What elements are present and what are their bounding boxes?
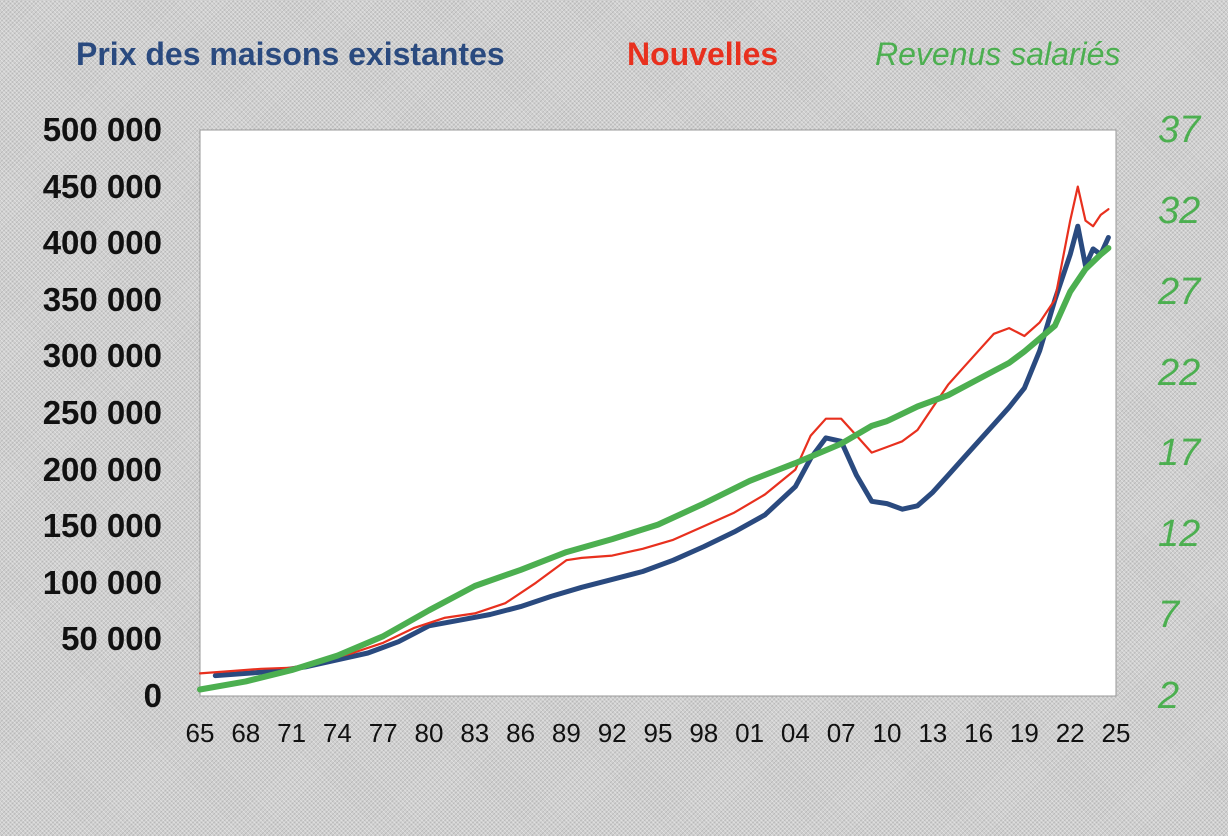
x-tick-label: 65 — [185, 718, 215, 748]
series-line-new-houses — [198, 185, 1110, 675]
x-tick-label: 74 — [322, 718, 352, 748]
x-tick-label: 07 — [826, 718, 856, 748]
series-lines — [197, 185, 1112, 693]
y-left-tick-label: 350 000 — [42, 280, 162, 318]
x-tick-label: 71 — [277, 718, 307, 748]
legend-existing-houses: Prix des maisons existantes — [76, 36, 505, 72]
x-tick-label: 92 — [597, 718, 627, 748]
x-tick-label: 77 — [368, 718, 398, 748]
x-tick-label: 80 — [414, 718, 444, 748]
x-tick-label: 83 — [460, 718, 490, 748]
legend: Prix des maisons existantes Nouvelles Re… — [0, 36, 1228, 80]
x-tick-label: 01 — [735, 718, 765, 748]
y-right-tick-label: 7 — [1158, 594, 1180, 637]
y-left-tick-label: 200 000 — [42, 450, 162, 488]
y-right-tick-label: 12 — [1158, 513, 1201, 556]
x-tick-label: 25 — [1101, 718, 1131, 748]
series-line-existing-houses — [212, 223, 1111, 679]
y-left-tick-label: 0 — [143, 677, 162, 714]
y-left-tick-label: 450 000 — [42, 167, 162, 205]
y-left-tick-label: 400 000 — [42, 224, 162, 262]
x-tick-label: 68 — [231, 718, 261, 748]
x-tick-label: 86 — [506, 718, 536, 748]
legend-wage-income: Revenus salariés — [875, 36, 1121, 72]
y-right-tick-label: 22 — [1158, 351, 1201, 394]
x-tick-label: 04 — [780, 718, 810, 748]
y-left-tick-label: 50 000 — [61, 620, 162, 658]
x-tick-label: 95 — [643, 718, 673, 748]
y-right-tick-label: 2 — [1158, 675, 1180, 717]
y-left-tick-label: 100 000 — [42, 563, 162, 601]
y-right-tick-label: 27 — [1158, 270, 1201, 313]
x-tick-label: 19 — [1009, 718, 1039, 748]
x-tick-label: 89 — [551, 718, 581, 748]
x-tick-label: 22 — [1055, 718, 1085, 748]
x-tick-label: 10 — [872, 718, 902, 748]
series-line-wage-income — [197, 245, 1112, 693]
y-right-tick-label: 32 — [1158, 189, 1201, 232]
y-left-tick-label: 500 000 — [42, 111, 162, 148]
legend-new-houses: Nouvelles — [627, 36, 779, 72]
x-tick-label: 98 — [689, 718, 719, 748]
x-tick-label: 13 — [918, 718, 948, 748]
y-left-tick-label: 150 000 — [42, 507, 162, 545]
x-tick-label: 16 — [964, 718, 994, 748]
y-right-tick-label: 37 — [1158, 109, 1201, 151]
y-left-tick-label: 300 000 — [42, 337, 162, 375]
plot-area — [199, 129, 1117, 697]
y-left-tick-label: 250 000 — [42, 394, 162, 431]
y-right-tick-label: 17 — [1158, 432, 1201, 475]
